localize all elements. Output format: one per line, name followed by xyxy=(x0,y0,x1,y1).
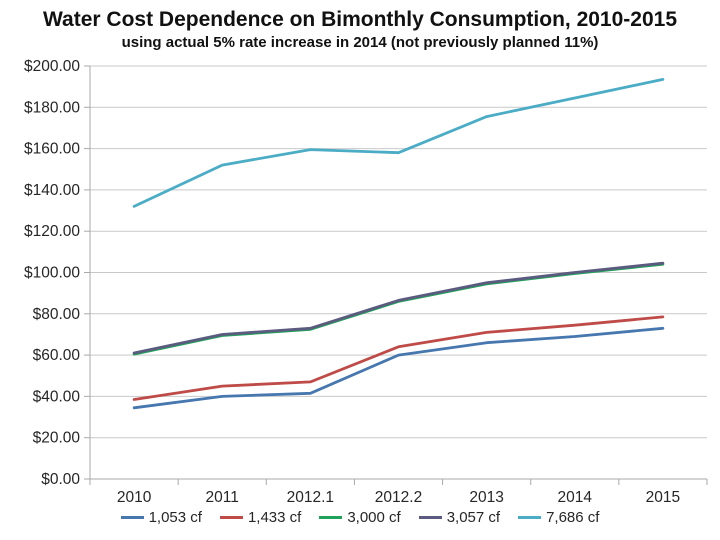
series-line-1053cf xyxy=(132,326,665,410)
y-tick-label: $120.00 xyxy=(24,223,80,240)
chart-subtitle: using actual 5% rate increase in 2014 (n… xyxy=(121,34,599,51)
legend-label: 7,686 cf xyxy=(546,509,600,526)
legend-label: 3,000 cf xyxy=(347,509,401,526)
legend-item: 1,053 cf xyxy=(120,509,202,526)
series-line-3057cf xyxy=(132,261,665,355)
legend-line-swatch xyxy=(120,516,144,519)
y-tick-label: $160.00 xyxy=(24,141,80,158)
legend-item: 3,057 cf xyxy=(418,509,501,526)
legend-line-swatch xyxy=(319,516,343,519)
legend-line-swatch xyxy=(418,516,442,519)
y-tick-label: $80.00 xyxy=(33,306,81,323)
series-line-3000cf xyxy=(132,262,665,356)
y-tick-label: $100.00 xyxy=(24,265,80,282)
x-tick-label: 2011 xyxy=(206,489,239,506)
x-tick-label: 2012.1 xyxy=(287,489,334,506)
chart-legend: 1,053 cf 1,433 cf 3,000 cf 3,057 cf 7,686 cf xyxy=(0,509,720,526)
chart-title: Water Cost Dependence on Bimonthly Consu… xyxy=(43,8,677,31)
series-line-1433cf xyxy=(132,315,665,401)
x-tick-label: 2013 xyxy=(469,489,503,506)
x-tick-label: 2014 xyxy=(558,489,593,506)
legend-label: 1,433 cf xyxy=(247,509,302,526)
y-tick-label: $200.00 xyxy=(24,58,80,75)
y-tick-label: $180.00 xyxy=(24,99,80,116)
y-tick-label: $140.00 xyxy=(24,182,80,199)
legend-item: 7,686 cf xyxy=(518,509,599,526)
legend-line-swatch xyxy=(518,516,542,519)
legend-label: 3,057 cf xyxy=(446,509,501,526)
legend-item: 3,000 cf xyxy=(319,509,401,526)
series-line-7686cf xyxy=(132,78,665,208)
x-tick-label: 2012.2 xyxy=(375,489,422,506)
y-tick-label: $60.00 xyxy=(33,347,81,364)
y-tick-label: $40.00 xyxy=(33,388,81,405)
y-tick-label: $20.00 xyxy=(33,430,81,447)
x-tick-label: 2015 xyxy=(646,489,680,506)
legend-line-swatch xyxy=(219,516,243,519)
x-tick-label: 2010 xyxy=(117,489,152,506)
legend-label: 1,053 cf xyxy=(148,509,202,526)
y-tick-label: $0.00 xyxy=(41,471,80,488)
legend-item: 1,433 cf xyxy=(219,509,302,526)
